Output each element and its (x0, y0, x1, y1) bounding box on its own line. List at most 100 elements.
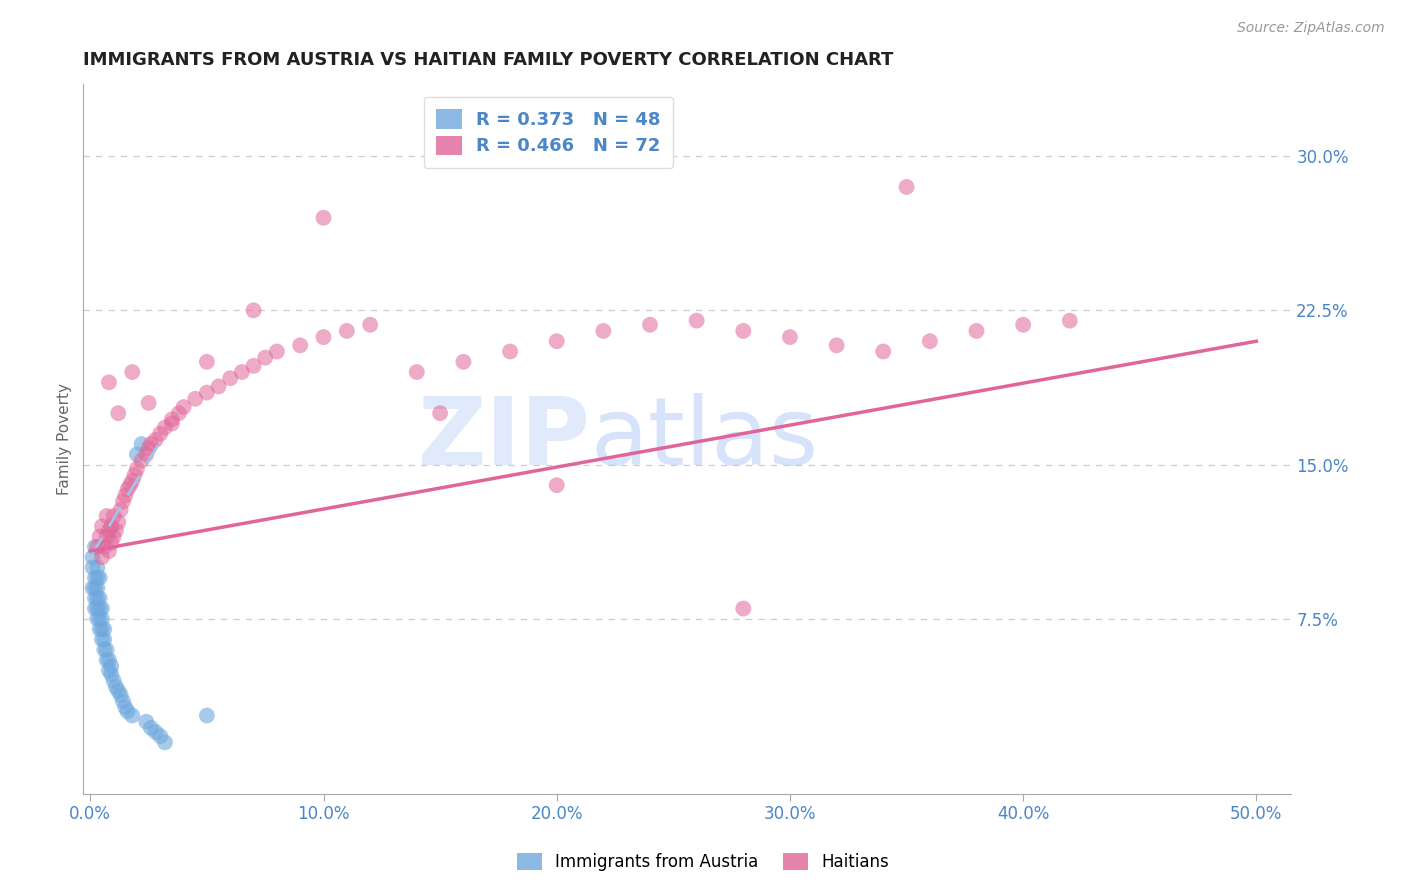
Point (125, 447, 148, 461)
Text: ZIP: ZIP (418, 392, 591, 485)
Point (100, 535, 122, 549)
Point (100, 659, 122, 673)
Point (97, 653, 120, 667)
Point (118, 478, 141, 492)
Point (91, 622, 114, 636)
Point (872, 344, 894, 359)
Point (266, 344, 288, 359)
Point (96, 642, 118, 657)
Point (89, 591, 111, 606)
Point (145, 725, 167, 739)
Point (97, 376, 120, 390)
Point (86, 571, 108, 585)
Point (91, 550, 114, 565)
Point (96, 653, 118, 667)
Text: atlas: atlas (591, 392, 818, 485)
Point (195, 708, 218, 723)
Point (138, 441, 160, 455)
Point (139, 721, 162, 735)
Point (89, 530, 111, 544)
Point (131, 437, 153, 451)
Point (107, 406, 129, 420)
Point (86, 581, 108, 595)
Point (184, 392, 207, 406)
Point (93, 642, 115, 657)
Point (97, 524, 120, 538)
Point (91, 519, 114, 533)
Point (111, 494, 134, 508)
Point (546, 478, 568, 492)
Point (153, 420, 176, 434)
Point (685, 313, 707, 327)
Point (82, 560, 104, 574)
Point (124, 467, 146, 482)
Point (779, 330, 801, 344)
Point (149, 729, 172, 743)
Text: Source: ZipAtlas.com: Source: ZipAtlas.com (1237, 21, 1385, 35)
Point (231, 365, 253, 379)
Point (96, 509, 118, 524)
Point (117, 705, 139, 719)
Point (82, 550, 104, 565)
Point (110, 503, 132, 517)
Point (93, 622, 115, 636)
Point (173, 400, 195, 414)
Point (139, 437, 162, 451)
Point (312, 330, 335, 344)
Point (638, 318, 661, 332)
Legend: Immigrants from Austria, Haitians: Immigrants from Austria, Haitians (509, 845, 897, 880)
Point (84, 571, 107, 585)
Point (103, 673, 125, 688)
Point (219, 371, 242, 385)
Text: IMMIGRANTS FROM AUSTRIA VS HAITIAN FAMILY POVERTY CORRELATION CHART: IMMIGRANTS FROM AUSTRIA VS HAITIAN FAMIL… (83, 51, 894, 69)
Point (107, 683, 129, 698)
Point (93, 540, 115, 554)
Point (86, 540, 108, 554)
Point (896, 180, 918, 194)
Point (499, 344, 522, 359)
Point (312, 211, 335, 225)
Point (111, 694, 134, 708)
Point (167, 406, 190, 420)
Legend: R = 0.373   N = 48, R = 0.466   N = 72: R = 0.373 N = 48, R = 0.466 N = 72 (423, 96, 673, 168)
Point (546, 334, 568, 349)
Point (288, 338, 311, 352)
Point (966, 324, 988, 338)
Point (405, 365, 427, 379)
Point (592, 324, 614, 338)
Point (121, 365, 143, 379)
Point (84, 540, 107, 554)
Point (89, 612, 111, 626)
Point (89, 601, 111, 615)
Point (97, 663, 120, 677)
Point (153, 735, 176, 749)
Point (160, 417, 183, 431)
Point (97, 544, 120, 558)
Point (1012, 318, 1035, 332)
Point (825, 338, 848, 352)
Point (117, 483, 139, 497)
Point (84, 581, 107, 595)
Point (195, 355, 218, 369)
Point (359, 318, 381, 332)
Point (254, 351, 277, 365)
Point (114, 700, 136, 714)
Point (84, 591, 107, 606)
Point (93, 632, 115, 647)
Point (84, 601, 107, 615)
Point (135, 714, 157, 729)
Point (131, 453, 153, 467)
Point (91, 612, 114, 626)
Point (86, 612, 108, 626)
Point (86, 591, 108, 606)
Point (89, 622, 111, 636)
Point (100, 519, 122, 533)
Point (135, 447, 157, 461)
Point (138, 396, 160, 410)
Y-axis label: Family Poverty: Family Poverty (58, 383, 72, 495)
Point (429, 406, 451, 420)
Point (242, 359, 264, 373)
Point (107, 515, 129, 529)
Point (336, 324, 359, 338)
Point (96, 530, 118, 544)
